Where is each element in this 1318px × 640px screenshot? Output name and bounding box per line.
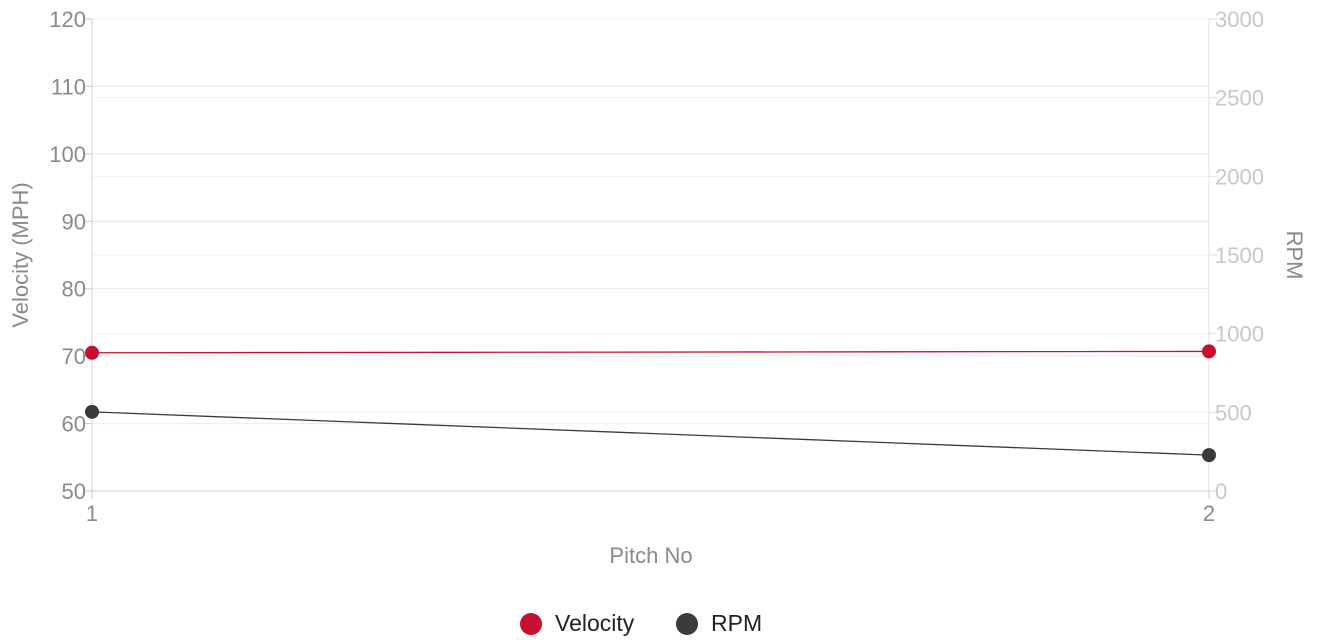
legend-label-velocity: Velocity xyxy=(555,610,635,636)
y-right-tick-label: 2500 xyxy=(1215,86,1264,111)
legend-item-velocity[interactable]: Velocity xyxy=(520,610,635,636)
data-point-rpm[interactable] xyxy=(85,404,99,419)
y-right-tick-label: 500 xyxy=(1215,400,1252,425)
y-left-tick-label: 70 xyxy=(62,344,86,369)
y-left-tick-label: 80 xyxy=(62,277,86,302)
data-point-rpm[interactable] xyxy=(1202,448,1216,463)
y-left-tick-label: 100 xyxy=(49,142,86,167)
series-line-velocity xyxy=(91,350,1210,354)
y-right-tick-label: 1500 xyxy=(1215,243,1264,268)
x-tick-label: 2 xyxy=(1203,501,1215,526)
series-layer xyxy=(85,344,1216,463)
legend: Velocity RPM xyxy=(520,610,762,636)
x-axis-title: Pitch No xyxy=(609,543,692,568)
legend-label-rpm: RPM xyxy=(711,610,762,636)
y-left-tick-label: 110 xyxy=(51,74,86,99)
data-point-velocity[interactable] xyxy=(85,345,99,360)
y-right-tick-label: 0 xyxy=(1215,479,1227,504)
y-left-tick-label: 60 xyxy=(62,412,86,437)
y-left-tick-label: 50 xyxy=(62,479,86,504)
y-right-tick-label: 3000 xyxy=(1215,7,1264,32)
legend-item-rpm[interactable]: RPM xyxy=(676,610,762,636)
legend-swatch-velocity xyxy=(520,613,542,635)
x-tick-label: 1 xyxy=(86,501,98,526)
y-right-tick-label: 2000 xyxy=(1215,164,1264,189)
data-point-velocity[interactable] xyxy=(1202,344,1216,359)
y-right-axis-title: RPM xyxy=(1282,231,1307,280)
gridlines xyxy=(92,18,1209,425)
y-left-axis-title: Velocity (MPH) xyxy=(8,182,33,327)
y-left-tick-label: 90 xyxy=(62,209,86,234)
y-left-tick-label: 120 xyxy=(49,7,86,32)
right-axis-ticks: 0 500 1000 1500 2000 2500 3000 xyxy=(1209,7,1264,504)
left-axis-ticks: 50 60 70 80 90 100 110 120 xyxy=(49,7,92,504)
series-line-rpm xyxy=(91,411,1210,456)
legend-swatch-rpm xyxy=(676,613,698,635)
y-right-tick-label: 1000 xyxy=(1215,322,1264,347)
